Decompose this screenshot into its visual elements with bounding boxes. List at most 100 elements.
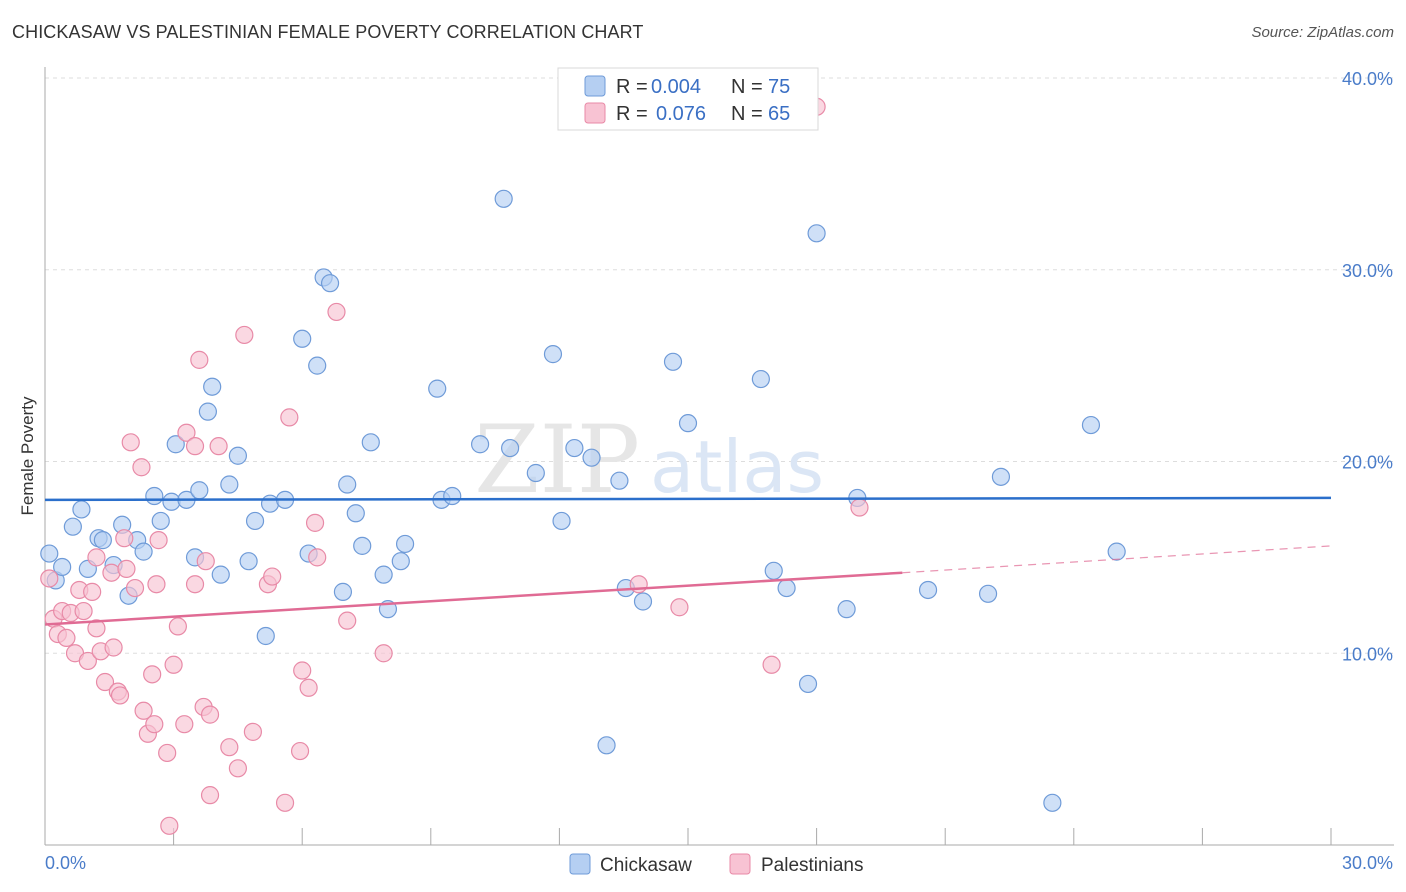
palestinian-trend-line [44, 571, 903, 626]
legend-r-value-palestinians: 0.076 [656, 103, 706, 125]
palestinian-point [190, 350, 209, 369]
bottom-legend-label-palestinians: Palestinians [761, 855, 863, 876]
palestinian-point [104, 638, 123, 657]
chickasaw-point [53, 557, 72, 577]
x-tick-label-start: 0.0% [45, 853, 86, 873]
chickasaw-point [320, 274, 340, 293]
chart-source: Source: ZipAtlas.com [1251, 24, 1394, 41]
palestinian-point [762, 655, 781, 674]
chickasaw-point [166, 435, 185, 454]
palestinian-point [275, 793, 295, 812]
chickasaw-point [543, 345, 563, 364]
chickasaw-point [190, 481, 209, 500]
palestinian-point [57, 628, 76, 648]
chickasaw-point [134, 542, 153, 561]
bottom-legend-swatch-palestinians [729, 853, 751, 875]
palestinian-point [74, 601, 93, 621]
legend-r-value-chickasaw: 0.004 [651, 76, 701, 98]
chickasaw-point [93, 531, 112, 550]
palestinian-point [125, 578, 145, 598]
chickasaw-point [256, 626, 275, 646]
palestinian-point [115, 529, 134, 548]
chickasaw-point [293, 329, 312, 348]
palestinian-point [220, 738, 239, 757]
grid-layer: 10.0% 20.0% 30.0% 40.0% [45, 69, 1394, 845]
legend-swatch-palestinians [584, 102, 606, 124]
bottom-legend-label-chickasaw: Chickasaw [600, 855, 692, 876]
palestinian-point [200, 705, 220, 724]
palestinian-point [147, 575, 166, 594]
chickasaw-point [552, 511, 571, 531]
palestinian-point [299, 678, 318, 697]
palestinian-point [143, 665, 162, 684]
palestinian-point [235, 325, 254, 345]
watermark-zip: ZIP [474, 406, 640, 515]
watermark: ZIP atlas [474, 406, 824, 515]
legend-n-value-chickasaw: 75 [768, 76, 790, 98]
palestinian-point [102, 563, 121, 582]
chickasaw-point [220, 475, 239, 494]
legend-n-label-palestinians: N = [731, 103, 763, 125]
chickasaw-point [918, 580, 938, 600]
y-tick-label: 30.0% [1342, 261, 1393, 281]
chickasaw-point [353, 536, 372, 555]
axes-layer: Female Poverty 0.0% 30.0% [18, 67, 1394, 873]
chickasaw-point [72, 500, 91, 519]
chickasaw-point [764, 561, 783, 580]
points-layer [40, 97, 1126, 835]
chickasaw-point [565, 438, 584, 458]
palestinian-point [290, 741, 310, 761]
palestinian-point [185, 437, 205, 456]
chickasaw-point [198, 402, 217, 421]
chickasaw-point [807, 224, 826, 243]
palestinian-point [263, 567, 282, 586]
palestinian-point [196, 552, 215, 571]
y-tick-label: 40.0% [1342, 69, 1393, 89]
palestinian-point [132, 458, 151, 477]
palestinian-point [243, 722, 263, 741]
chickasaw-point [798, 674, 818, 694]
chickasaw-point [346, 504, 365, 523]
chickasaw-point [597, 736, 616, 755]
watermark-atlas: atlas [650, 425, 824, 509]
trend-layer [44, 496, 1332, 626]
palestinian-point [209, 437, 228, 456]
chickasaw-point [40, 544, 59, 563]
palestinian-point [134, 701, 153, 720]
chickasaw-point [245, 511, 265, 531]
palestinian-point [670, 598, 689, 617]
palestinian-point [374, 644, 393, 663]
palestinian-trend-extension [902, 545, 1332, 574]
chickasaw-point [239, 552, 258, 571]
palestinian-point [87, 619, 106, 638]
chickasaw-point [470, 435, 490, 454]
palestinian-point [149, 531, 168, 550]
chickasaw-point [203, 377, 222, 396]
chickasaw-point [361, 433, 380, 452]
chickasaw-point [633, 592, 653, 611]
x-tick-label-end: 30.0% [1342, 853, 1393, 873]
chickasaw-point [526, 463, 545, 483]
chickasaw-point [751, 369, 770, 389]
chickasaw-point [978, 584, 998, 603]
palestinian-point [327, 302, 346, 322]
palestinian-point [338, 611, 357, 630]
chickasaw-point [308, 356, 327, 375]
y-tick-label: 10.0% [1342, 644, 1393, 664]
legend-swatch-chickasaw [584, 75, 606, 97]
bottom-legend-swatch-chickasaw [569, 853, 591, 875]
palestinian-point [40, 569, 59, 588]
chickasaw-point [610, 471, 629, 490]
chickasaw-point [494, 189, 513, 208]
chickasaw-trend-line [44, 496, 1332, 502]
palestinian-point [280, 408, 299, 427]
chickasaw-point [443, 486, 462, 506]
chickasaw-point [228, 446, 247, 465]
chickasaw-point [391, 552, 410, 571]
legend-n-label-chickasaw: N = [731, 76, 763, 98]
chickasaw-point [678, 414, 698, 433]
chickasaw-point [582, 448, 601, 467]
bottom-legend: Chickasaw Palestinians [569, 853, 863, 876]
chickasaw-point [777, 578, 796, 598]
palestinian-point [200, 786, 220, 805]
